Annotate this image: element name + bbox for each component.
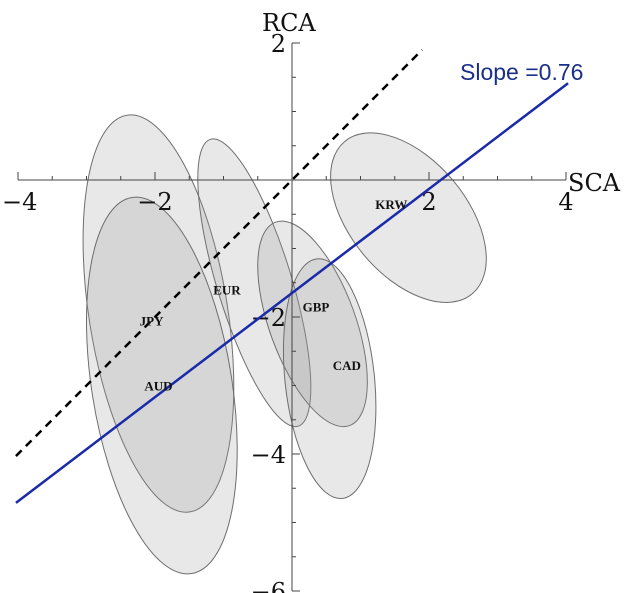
x-tick-label: 4: [558, 188, 573, 216]
axis-ticks: −4 −2 2 4 −6 −4 −2 2: [2, 30, 574, 593]
confidence-ellipses: [82, 114, 487, 575]
label-eur: EUR: [213, 283, 241, 298]
x-axis-title: SCA: [568, 169, 621, 197]
x-tick-label: −4: [2, 188, 37, 216]
ellipse-aud: [86, 196, 238, 575]
ellipse-cad: [282, 258, 377, 500]
x-tick-label: 2: [421, 188, 436, 216]
label-gbp: GBP: [303, 300, 330, 315]
currency-labels: KRW EUR GBP JPY CAD AUD: [140, 197, 408, 394]
x-tick-label: −2: [137, 188, 172, 216]
slope-annotation: Slope =0.76: [460, 59, 583, 85]
reference-lines: [15, 48, 569, 504]
y-tick-label: −6: [251, 578, 286, 593]
label-jpy: JPY: [140, 313, 164, 328]
label-aud: AUD: [144, 379, 172, 394]
y-tick-label: 2: [271, 30, 286, 58]
diagonal-dashed-line: [15, 48, 424, 457]
y-tick-label: −2: [251, 304, 286, 332]
label-cad: CAD: [333, 358, 361, 373]
label-krw: KRW: [375, 197, 407, 212]
ellipse-eur: [197, 138, 312, 428]
y-axis-title: RCA: [262, 9, 316, 37]
ellipse-gbp: [257, 220, 368, 428]
fitted-slope-line: [15, 82, 569, 504]
y-tick-label: −4: [251, 441, 286, 469]
